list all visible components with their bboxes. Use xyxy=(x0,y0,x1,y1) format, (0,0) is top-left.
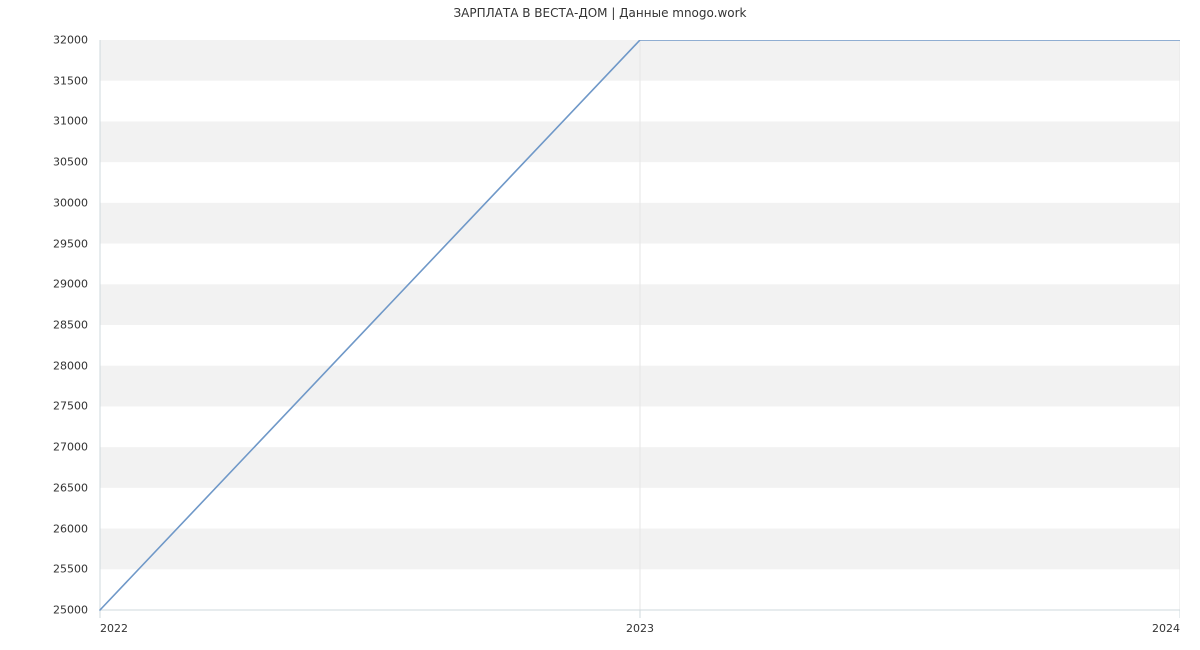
y-tick-label: 32000 xyxy=(0,34,88,47)
salary-line-chart: ЗАРПЛАТА В ВЕСТА-ДОМ | Данные mnogo.work… xyxy=(0,0,1200,650)
y-tick-label: 26500 xyxy=(0,481,88,494)
y-tick-label: 26000 xyxy=(0,522,88,535)
y-tick-label: 31500 xyxy=(0,74,88,87)
y-tick-label: 25500 xyxy=(0,563,88,576)
y-tick-label: 27000 xyxy=(0,441,88,454)
y-tick-label: 29500 xyxy=(0,237,88,250)
y-tick-label: 27500 xyxy=(0,400,88,413)
y-tick-label: 28000 xyxy=(0,359,88,372)
plot-area xyxy=(100,40,1180,610)
x-tick-label: 2024 xyxy=(1152,622,1180,635)
y-tick-label: 29000 xyxy=(0,278,88,291)
y-tick-label: 30500 xyxy=(0,156,88,169)
y-tick-label: 30000 xyxy=(0,196,88,209)
chart-title: ЗАРПЛАТА В ВЕСТА-ДОМ | Данные mnogo.work xyxy=(0,6,1200,20)
x-tick-label: 2023 xyxy=(626,622,654,635)
y-tick-label: 25000 xyxy=(0,604,88,617)
x-tick-label: 2022 xyxy=(100,622,128,635)
y-tick-label: 31000 xyxy=(0,115,88,128)
plot-svg xyxy=(84,40,1180,626)
y-tick-label: 28500 xyxy=(0,319,88,332)
